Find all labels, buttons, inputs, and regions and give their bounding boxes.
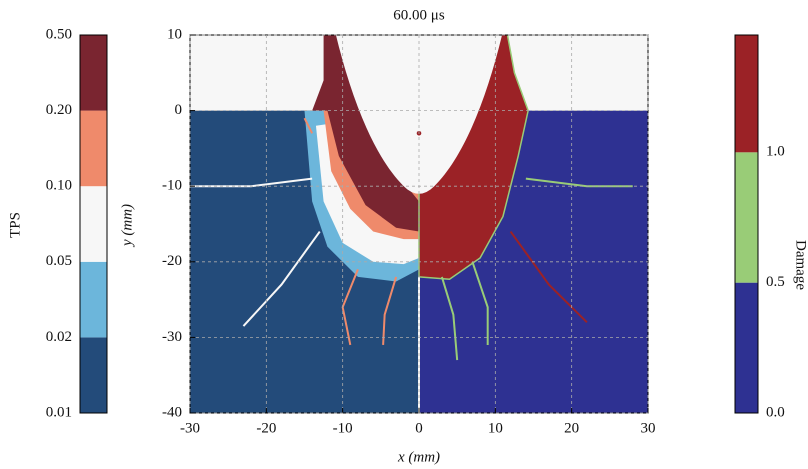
colorbar-frame xyxy=(734,34,759,414)
colorbar-tick-label: 0.0 xyxy=(766,404,785,420)
y-tick-label: -10 xyxy=(162,178,182,194)
y-tick-label: 10 xyxy=(167,26,182,42)
field-image xyxy=(190,35,648,413)
colorbar-segment xyxy=(80,261,107,338)
colorbar-tick-label: 1.0 xyxy=(766,144,785,160)
colorbar-tick-label: 0.20 xyxy=(46,102,72,118)
colorbar-segment xyxy=(735,35,758,153)
colorbar-tick-label: 0.02 xyxy=(46,329,72,345)
colorbar-tick-label: 0.05 xyxy=(46,253,72,269)
colorbar-tick-label: 0.01 xyxy=(46,404,72,420)
y-tick-label: -40 xyxy=(162,404,182,420)
colorbar-frame xyxy=(79,34,108,414)
colorbar-label: TPS xyxy=(7,212,23,238)
colorbar-tick-label: 0.10 xyxy=(46,178,72,194)
x-axis-label: x (mm) xyxy=(397,449,440,465)
x-tick-label: -20 xyxy=(256,420,276,436)
colorbar-label: Damage xyxy=(793,240,808,290)
x-tick-label: 0 xyxy=(415,420,423,436)
y-tick-label: -20 xyxy=(162,253,182,269)
x-tick-label: -10 xyxy=(333,420,353,436)
chart-title: 60.00 μs xyxy=(393,7,445,23)
colorbar-tick-label: 0.50 xyxy=(46,26,72,42)
colorbar-segment xyxy=(735,282,758,413)
colorbar-segment xyxy=(80,35,107,111)
x-tick-label: -30 xyxy=(180,420,200,436)
colorbar-segment xyxy=(80,186,107,262)
colorbar-segment xyxy=(80,110,107,187)
x-tick-label: 30 xyxy=(641,420,656,436)
x-tick-label: 10 xyxy=(488,420,503,436)
y-tick-label: 0 xyxy=(175,102,183,118)
y-tick-label: -30 xyxy=(162,329,182,345)
colorbar-segment xyxy=(735,152,758,283)
y-axis-label: y (mm) xyxy=(119,204,135,248)
x-tick-label: 20 xyxy=(564,420,579,436)
colorbar-segment xyxy=(80,337,107,413)
colorbar-tick-label: 0.5 xyxy=(766,274,785,290)
